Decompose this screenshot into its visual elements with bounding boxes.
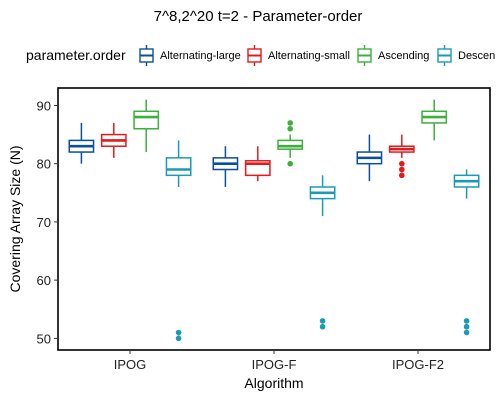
outlier-point [399,172,405,179]
outlier-point [287,120,294,126]
box-alternating-large [356,134,383,182]
legend-label: Alternating-large [160,50,241,62]
outlier-point [287,160,294,167]
legend-item: Ascending [357,45,429,66]
y-axis-label: Covering Array Size (N) [7,145,23,292]
outlier-point [463,329,470,336]
y-axis: 50 60 70 80 90 [37,98,58,346]
legend-label: Alternating-small [268,50,350,62]
chart-title: 7^8,2^20 t=2 - Parameter-order [154,8,363,25]
legend-item: Alternating-small [247,45,350,66]
box-alternating-small [244,146,271,182]
box-alternating-small [100,122,127,158]
box-alternating-small [388,134,415,179]
x-axis-label: Algorithm [244,375,303,391]
outlier-point [175,335,182,342]
legend-label: Ascending [378,50,429,62]
outlier-point [463,323,470,330]
legend-item: Descen [437,45,495,66]
x-tick-label: IPOG-F [252,357,297,372]
y-tick-label: 70 [37,215,51,230]
outlier-point [399,160,405,167]
outlier-point [319,318,326,324]
legend: Alternating-large Alternating-small Ascend… [139,45,495,66]
box-ascending [133,99,160,153]
outlier-point [175,329,182,336]
outlier-point [463,318,470,324]
x-tick-label: IPOG-F2 [392,357,444,372]
box-body [133,110,160,130]
box-alternating-large [212,146,239,187]
box-alternating-large [68,122,95,164]
y-tick-label: 50 [37,331,51,346]
boxplots [68,99,480,342]
box-body [277,139,304,150]
outlier-point [399,166,405,173]
box-ascending [421,99,448,141]
box-descen [309,175,336,330]
box-descen [453,169,480,336]
legend-label: Descen [458,50,495,62]
y-tick-label: 90 [37,98,51,113]
outlier-point [319,323,326,330]
y-tick-label: 60 [37,273,51,288]
box-ascending [277,120,304,167]
x-axis: IPOG IPOG-F IPOG-F2 [114,350,444,372]
box-body [165,157,192,177]
legend-item: Alternating-large [139,45,241,66]
box-descen [165,140,192,342]
outlier-point [287,125,294,132]
plot-panel [57,87,491,351]
y-tick-label: 80 [37,157,51,172]
x-tick-label: IPOG [114,357,147,372]
legend-title: parameter.order [26,47,126,63]
